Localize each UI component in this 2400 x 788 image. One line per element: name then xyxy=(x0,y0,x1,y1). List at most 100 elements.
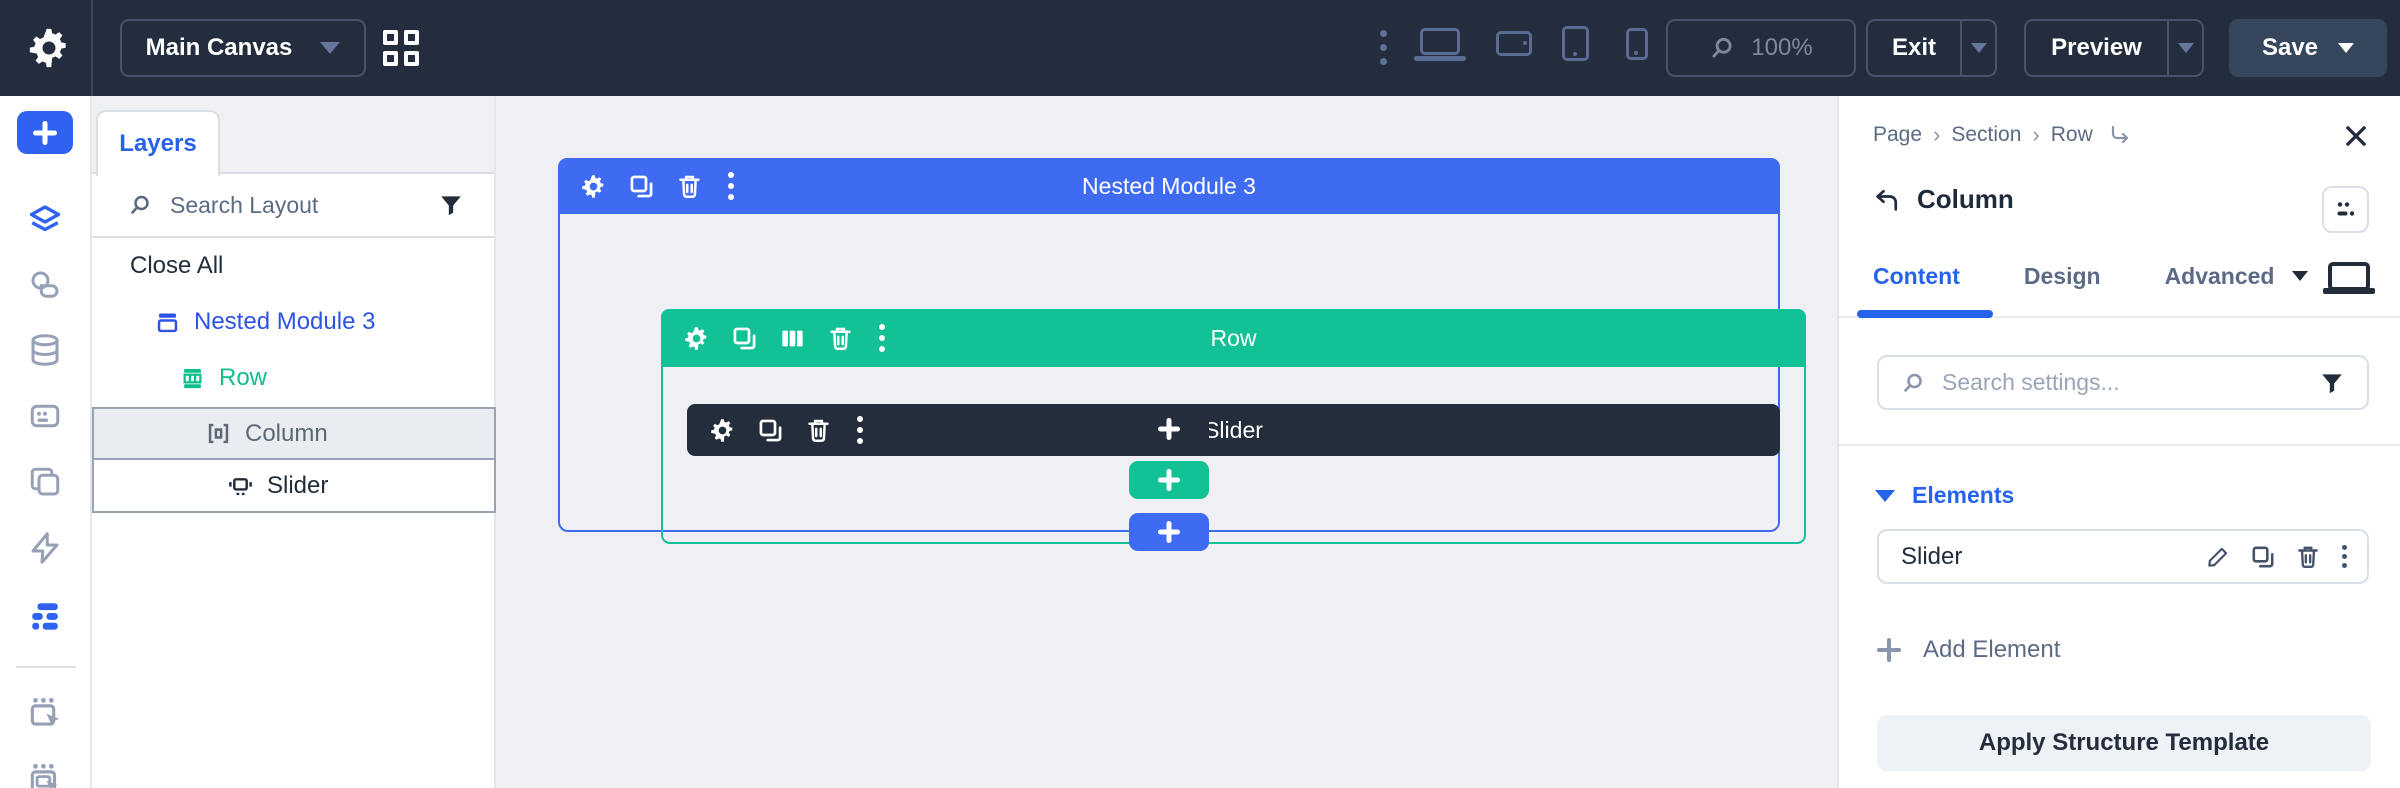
add-element-button[interactable]: Add Element xyxy=(1877,636,2060,664)
settings-search-input[interactable] xyxy=(1940,368,2304,397)
design-library-icon[interactable] xyxy=(27,267,63,303)
responsive-tablet-landscape-icon[interactable] xyxy=(1496,31,1532,56)
responsive-desktop-icon[interactable] xyxy=(1414,28,1466,61)
grid-square xyxy=(383,51,398,66)
more-options-icon[interactable] xyxy=(2340,543,2349,570)
column-icon xyxy=(208,423,229,444)
dynamic-content-bolt-icon[interactable] xyxy=(27,530,63,566)
layers-panel: Layers Close All Nested Module 3 Row Col… xyxy=(92,96,496,788)
preview-button[interactable]: Preview xyxy=(2024,19,2204,77)
module-delete-icon[interactable] xyxy=(676,173,703,200)
layer-item-slider[interactable]: Slider xyxy=(92,458,496,513)
chevron-down-icon xyxy=(1970,43,1987,53)
tab-advanced[interactable]: Advanced xyxy=(2164,262,2275,289)
device-desktop-icon[interactable] xyxy=(2323,261,2375,294)
more-options-icon[interactable] xyxy=(1380,30,1387,65)
responsive-phone-icon[interactable] xyxy=(1626,28,1648,60)
breadcrumb-separator: › xyxy=(2032,122,2040,147)
apply-structure-template-button[interactable]: Apply Structure Template xyxy=(1877,715,2371,771)
layout-pattern-icon xyxy=(2337,201,2354,216)
layer-item-column[interactable]: Column xyxy=(92,407,496,460)
filter-funnel-icon[interactable] xyxy=(438,192,464,218)
layout-search-input[interactable] xyxy=(168,190,422,220)
chevron-down-icon xyxy=(2177,43,2194,53)
edit-pencil-icon[interactable] xyxy=(2205,544,2231,570)
layer-item-row[interactable]: Row xyxy=(179,364,267,392)
breadcrumb-section[interactable]: Section xyxy=(1951,123,2022,146)
zoom-level: 100% xyxy=(1751,34,1813,61)
settings-search-field xyxy=(1877,355,2369,410)
elements-section-header[interactable]: Elements xyxy=(1875,482,2014,509)
slider-settings-gear-icon[interactable] xyxy=(709,417,736,444)
responsive-tablet-icon[interactable] xyxy=(1562,26,1589,61)
tool-sidebar xyxy=(0,96,92,788)
layout-search-row xyxy=(92,174,494,238)
layer-label: Nested Module 3 xyxy=(194,308,376,335)
row-settings-gear-icon[interactable] xyxy=(683,325,710,352)
zoom-control[interactable]: 100% xyxy=(1666,19,1856,77)
corner-down-right-icon xyxy=(2111,125,2128,144)
module-more-options-icon[interactable] xyxy=(724,170,738,202)
settings-gear-icon[interactable] xyxy=(26,25,72,71)
tabs-dropdown-icon[interactable] xyxy=(2292,271,2308,281)
element-list-item-slider[interactable]: Slider xyxy=(1877,529,2369,584)
duplicate-icon[interactable] xyxy=(2250,544,2276,570)
layer-label: Slider xyxy=(267,471,329,499)
database-icon[interactable] xyxy=(27,332,63,368)
structure-panel-icon[interactable] xyxy=(27,598,63,634)
inspector-title: Column xyxy=(1917,184,2014,214)
inspector-tabs: Content Design Advanced xyxy=(1873,258,2375,294)
exit-dropdown-toggle[interactable] xyxy=(1962,21,1995,75)
grid-square xyxy=(383,30,398,45)
module-duplicate-icon[interactable] xyxy=(628,173,655,200)
select-section-icon[interactable] xyxy=(26,760,64,788)
save-button[interactable]: Save xyxy=(2229,19,2387,77)
slider-delete-icon[interactable] xyxy=(805,417,832,444)
add-element-button[interactable] xyxy=(1129,410,1209,448)
add-row-button[interactable] xyxy=(1129,513,1209,551)
slider-duplicate-icon[interactable] xyxy=(757,417,784,444)
slider-element-bar[interactable]: Slider xyxy=(687,404,1780,456)
fields-card-icon[interactable] xyxy=(27,398,63,434)
breadcrumb-page[interactable]: Page xyxy=(1873,123,1923,146)
slider-more-options-icon[interactable] xyxy=(853,414,867,446)
breadcrumb-row[interactable]: Row xyxy=(2050,123,2093,146)
close-panel-icon[interactable] xyxy=(2342,122,2370,150)
nested-module-header[interactable]: Nested Module 3 xyxy=(558,158,1780,214)
module-settings-gear-icon[interactable] xyxy=(580,173,607,200)
row-more-options-icon[interactable] xyxy=(875,322,889,354)
canvas-selector-dropdown[interactable]: Main Canvas xyxy=(120,19,366,77)
grid-square xyxy=(404,30,419,45)
filter-funnel-icon[interactable] xyxy=(2319,370,2345,396)
pages-copy-icon[interactable] xyxy=(27,464,63,500)
nested-module-block[interactable]: Nested Module 3 Row xyxy=(558,158,1806,544)
exit-label: Exit xyxy=(1891,34,1936,61)
tab-design[interactable]: Design xyxy=(2023,262,2101,289)
select-module-icon[interactable] xyxy=(26,694,64,732)
back-corner-up-left-icon[interactable] xyxy=(1873,186,1901,214)
breadcrumb: Page › Section › Row xyxy=(1873,122,2132,148)
row-delete-icon[interactable] xyxy=(827,325,854,352)
preview-dropdown-toggle[interactable] xyxy=(2169,21,2202,75)
caret-down-icon xyxy=(1875,489,1895,502)
layer-label: Column xyxy=(245,419,328,447)
layout-grid-icon[interactable] xyxy=(383,30,419,66)
delete-trash-icon[interactable] xyxy=(2295,544,2321,570)
tab-layers[interactable]: Layers xyxy=(96,110,220,176)
close-all-button[interactable]: Close All xyxy=(130,252,224,279)
layer-item-nested-module[interactable]: Nested Module 3 xyxy=(154,308,375,336)
canvas-selector-label: Main Canvas xyxy=(145,34,293,61)
add-new-button[interactable] xyxy=(17,111,73,154)
row-block[interactable]: Row xyxy=(661,309,1806,544)
add-column-button[interactable] xyxy=(1129,461,1209,499)
layers-panel-icon[interactable] xyxy=(27,201,63,237)
tab-content[interactable]: Content xyxy=(1873,262,1960,289)
row-header[interactable]: Row xyxy=(661,309,1806,367)
row-columns-icon[interactable] xyxy=(779,325,806,352)
exit-button[interactable]: Exit xyxy=(1866,19,1997,77)
row-duplicate-icon[interactable] xyxy=(731,325,758,352)
column-layout-toggle-button[interactable] xyxy=(2322,186,2369,233)
slider-title: Slider xyxy=(1204,416,1263,443)
module-icon xyxy=(157,311,178,332)
elements-section-label: Elements xyxy=(1912,482,2015,508)
